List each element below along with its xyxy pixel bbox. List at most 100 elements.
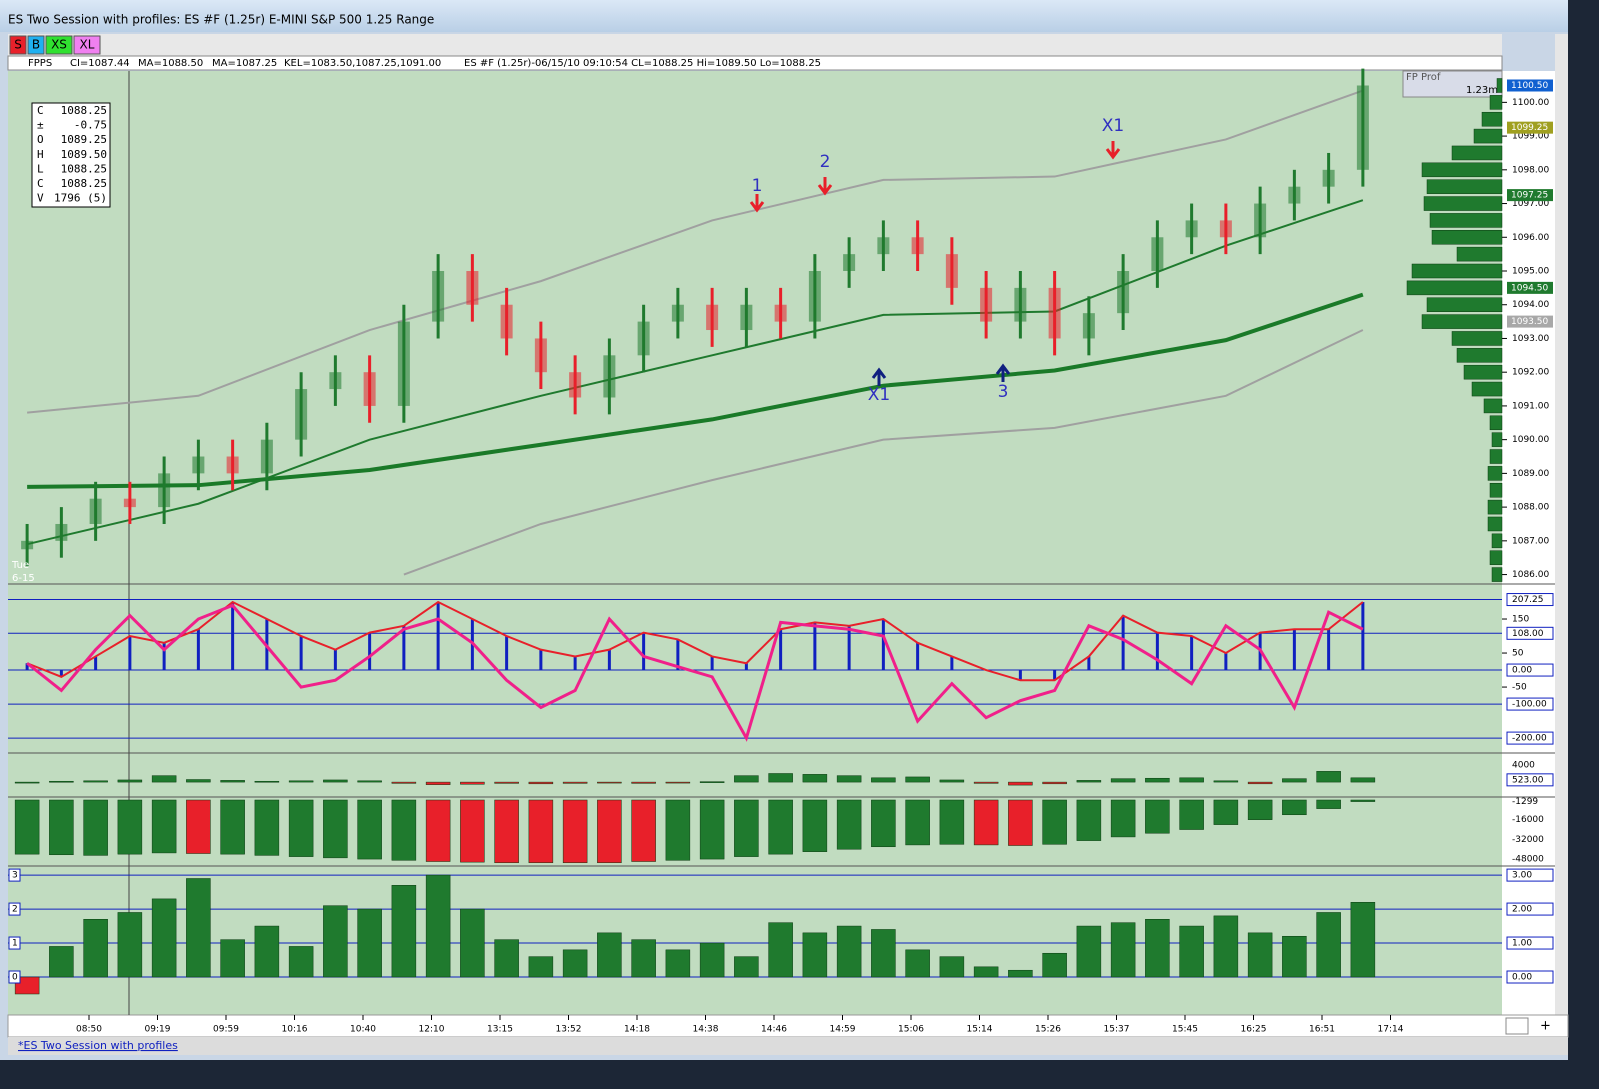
y-tick-label: -50 <box>1512 683 1527 693</box>
data-value: 1088.25 <box>61 177 107 190</box>
x-tick-label: 16:51 <box>1309 1025 1335 1035</box>
signal-arrow <box>1105 141 1121 160</box>
bar <box>802 774 828 783</box>
profile-bar <box>1487 516 1503 532</box>
histogram-bar <box>642 632 646 671</box>
bar <box>460 799 485 863</box>
x-tick-label: 14:38 <box>693 1025 719 1035</box>
y-tick-label: 1094.00 <box>1512 300 1549 310</box>
tab[interactable]: *ES Two Session with profiles <box>18 1039 178 1052</box>
histogram-bar <box>607 649 611 671</box>
bar <box>220 780 245 783</box>
profile-bar <box>1491 533 1503 549</box>
bar <box>117 779 143 783</box>
profile-bar <box>1489 415 1503 431</box>
refresh-button[interactable] <box>1505 1017 1529 1035</box>
bar <box>905 949 930 978</box>
bar <box>1076 780 1102 783</box>
candle-body <box>260 439 273 474</box>
bar <box>905 799 930 846</box>
data-key: V <box>37 192 44 205</box>
scrollbar[interactable] <box>1555 34 1568 1054</box>
bar <box>1179 799 1204 830</box>
y-tick-label: -200.00 <box>1512 734 1547 744</box>
x-tick-label: 09:59 <box>213 1025 239 1035</box>
title-bar <box>0 0 1568 32</box>
bar <box>631 781 656 784</box>
profile-bar <box>1463 364 1503 380</box>
bar <box>1110 799 1136 838</box>
bar <box>1042 781 1067 785</box>
data-value: 1796 (5) <box>54 192 107 205</box>
bar <box>425 799 451 862</box>
candle-body <box>123 498 136 508</box>
histogram-bar <box>1224 653 1228 671</box>
candle-body <box>1082 313 1095 339</box>
info-item: MA=1087.25 <box>212 58 277 69</box>
bar <box>1145 799 1170 834</box>
x-tick-label: 15:37 <box>1104 1025 1130 1035</box>
bar <box>734 956 759 978</box>
x-tick-label: 08:50 <box>76 1025 102 1035</box>
price-marker <box>1507 281 1553 294</box>
y-tick-label: 2.00 <box>1512 905 1532 915</box>
candle-body <box>466 271 479 305</box>
histogram-bar <box>231 602 235 671</box>
info-item: FPPS <box>28 58 52 69</box>
profile-bar <box>1491 432 1503 447</box>
profile-bar <box>1456 348 1503 363</box>
candle-body <box>1288 186 1301 204</box>
bar <box>494 781 519 784</box>
panel-separators <box>8 71 1555 1015</box>
bar <box>391 799 417 861</box>
histogram-bar <box>299 636 303 671</box>
data-value: 1088.25 <box>61 162 107 175</box>
bar <box>220 939 245 978</box>
toolbar-button-label: B <box>32 38 40 52</box>
plus-button[interactable]: + <box>1540 1019 1551 1034</box>
x-tick-label: 13:52 <box>556 1025 582 1035</box>
histogram-bar <box>1361 602 1365 671</box>
left-tick-box <box>8 902 21 916</box>
histogram-bar <box>128 636 132 671</box>
profile-bar <box>1431 230 1503 245</box>
bar <box>186 779 211 783</box>
tick-box <box>1506 902 1554 916</box>
tick-box <box>1506 970 1554 984</box>
bar <box>254 780 280 783</box>
candle-body <box>55 523 68 541</box>
bar <box>1247 932 1273 978</box>
candle-body <box>397 321 410 406</box>
price-marker-label: 1093.50 <box>1511 317 1548 327</box>
signal-arrow <box>749 194 765 213</box>
histogram-bar <box>1327 629 1331 671</box>
bar <box>939 779 965 783</box>
profile-bar <box>1487 466 1503 481</box>
bar <box>357 908 382 978</box>
candle-body <box>192 456 205 474</box>
tick-box <box>1506 731 1554 745</box>
toolbar-button[interactable] <box>45 35 73 55</box>
x-tick-label: 15:14 <box>967 1025 993 1035</box>
profile-header <box>1402 70 1503 98</box>
price-marker <box>1507 189 1553 202</box>
info-item: MA=1088.50 <box>138 58 203 69</box>
price-axis <box>1502 71 1555 1015</box>
y-tick-label: 1093.00 <box>1512 334 1549 344</box>
candle-body <box>603 355 616 398</box>
toolbar-button[interactable] <box>27 35 45 55</box>
bar <box>254 925 280 978</box>
bar <box>939 799 965 845</box>
bar <box>425 874 451 978</box>
histogram-bar <box>1190 636 1194 671</box>
price-marker-label: 1094.50 <box>1511 283 1548 293</box>
toolbar-button[interactable] <box>73 35 101 55</box>
bar <box>768 773 793 783</box>
bar <box>288 946 314 978</box>
profile-bar <box>1489 550 1503 565</box>
candle-body <box>671 304 684 322</box>
toolbar-button[interactable] <box>9 35 27 55</box>
bar <box>597 799 622 864</box>
candle-body <box>843 254 856 272</box>
y-tick-label: 207.25 <box>1512 595 1544 605</box>
